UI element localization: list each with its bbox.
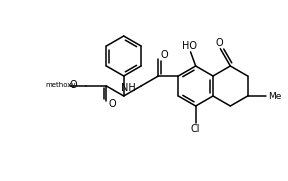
Text: HO: HO bbox=[182, 41, 197, 51]
Text: NH: NH bbox=[121, 83, 136, 93]
Text: Me: Me bbox=[268, 92, 281, 100]
Text: O: O bbox=[215, 38, 223, 48]
Text: O: O bbox=[109, 99, 116, 109]
Text: Cl: Cl bbox=[191, 124, 200, 134]
Text: O: O bbox=[70, 80, 77, 90]
Text: methoxy: methoxy bbox=[45, 82, 76, 88]
Text: O: O bbox=[160, 50, 168, 60]
